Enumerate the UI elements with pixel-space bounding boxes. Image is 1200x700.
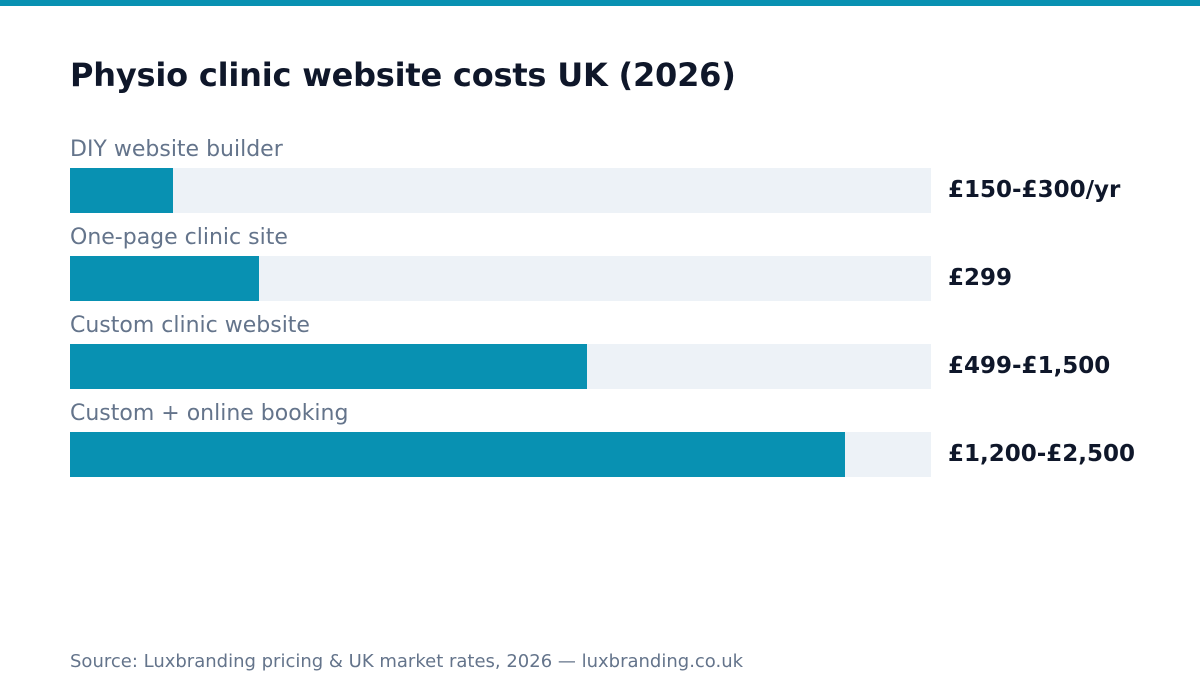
value-label: £150-£300/yr — [948, 177, 1121, 203]
bar-row: Custom + online booking £1,200-£2,500 — [0, 401, 1200, 489]
value-label: £299 — [948, 265, 1013, 291]
bar — [70, 344, 587, 389]
value-label: £499-£1,500 — [948, 353, 1111, 379]
bar-track — [70, 432, 931, 477]
bar-row: DIY website builder £150-£300/yr — [0, 137, 1200, 225]
source-note: Source: Luxbranding pricing & UK market … — [70, 651, 744, 672]
bar-track — [70, 256, 931, 301]
category-label: Custom + online booking — [70, 401, 349, 426]
category-label: One-page clinic site — [70, 225, 288, 250]
bar — [70, 432, 845, 477]
bar-row: Custom clinic website £499-£1,500 — [0, 313, 1200, 401]
bar-track — [70, 344, 931, 389]
bar-row: One-page clinic site £299 — [0, 225, 1200, 313]
bar-track — [70, 168, 931, 213]
bar — [70, 256, 259, 301]
category-label: Custom clinic website — [70, 313, 310, 338]
value-label: £1,200-£2,500 — [948, 441, 1136, 467]
top-accent-bar — [0, 0, 1200, 6]
category-label: DIY website builder — [70, 137, 283, 162]
bar — [70, 168, 173, 213]
chart-title: Physio clinic website costs UK (2026) — [70, 56, 736, 94]
